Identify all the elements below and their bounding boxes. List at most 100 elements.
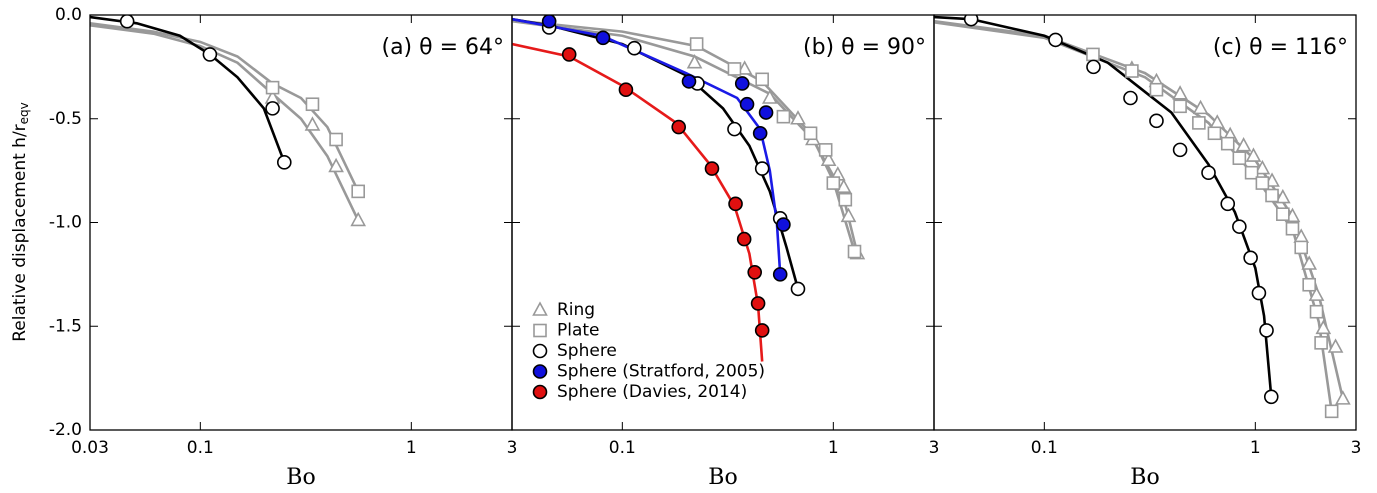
- plot-area: [90, 15, 367, 227]
- marker: [618, 82, 634, 97]
- marker: [1335, 390, 1351, 405]
- fit-line: [934, 15, 1273, 397]
- x-axis-label: Bo: [1130, 465, 1159, 490]
- marker: [790, 281, 806, 297]
- marker: [752, 125, 768, 141]
- x-tick-label: 3: [1351, 438, 1362, 458]
- marker: [1302, 277, 1316, 292]
- marker: [350, 211, 367, 227]
- x-tick-label: 1: [828, 438, 839, 458]
- marker: [1245, 147, 1262, 162]
- legend-marker: [532, 384, 548, 400]
- marker: [1276, 207, 1290, 221]
- marker: [826, 176, 841, 190]
- marker: [790, 110, 806, 125]
- marker: [755, 72, 769, 87]
- marker: [1192, 116, 1206, 130]
- marker: [1243, 250, 1258, 266]
- legend-marker: [532, 301, 548, 316]
- marker: [761, 89, 778, 104]
- marker: [1201, 165, 1216, 180]
- marker: [736, 231, 752, 247]
- legend-label: Sphere (Stratford, 2005): [557, 362, 765, 382]
- marker: [1125, 64, 1139, 78]
- marker: [1232, 219, 1247, 234]
- y-tick-label: 0.0: [55, 5, 82, 25]
- marker: [689, 37, 704, 51]
- legend-label: Ring: [557, 300, 595, 320]
- marker: [840, 207, 857, 223]
- marker: [1315, 319, 1332, 335]
- marker: [1244, 165, 1259, 180]
- legend-label: Sphere: [557, 341, 617, 361]
- fit-line: [90, 15, 286, 163]
- marker: [727, 121, 742, 137]
- marker: [835, 178, 852, 194]
- marker: [561, 47, 577, 62]
- marker: [1173, 99, 1187, 114]
- y-label-text: Relative displacement h/r: [10, 124, 30, 341]
- x-tick-label: 0.1: [1031, 438, 1058, 458]
- marker: [265, 101, 280, 116]
- marker: [1086, 47, 1100, 62]
- plot-area: [934, 15, 1351, 419]
- marker: [1086, 59, 1101, 75]
- marker: [739, 96, 755, 112]
- marker: [1123, 90, 1138, 106]
- x-tick-label: 0.1: [187, 438, 214, 458]
- marker: [747, 264, 763, 280]
- marker: [1285, 221, 1300, 236]
- marker: [541, 15, 557, 29]
- x-tick-label: 1: [1250, 438, 1261, 458]
- marker: [1192, 99, 1209, 115]
- y-tick-label: -1.0: [49, 213, 82, 233]
- marker: [1149, 82, 1164, 97]
- legend-marker: [533, 323, 547, 338]
- marker: [1232, 151, 1247, 165]
- marker: [758, 105, 774, 120]
- marker: [276, 155, 292, 170]
- marker: [328, 157, 344, 173]
- marker: [803, 126, 818, 141]
- marker: [1259, 323, 1274, 338]
- marker: [1308, 286, 1325, 301]
- legend-marker: [532, 343, 548, 359]
- marker: [1235, 137, 1252, 152]
- marker: [754, 323, 770, 338]
- marker: [265, 80, 280, 95]
- marker: [776, 217, 791, 232]
- marker: [728, 196, 743, 212]
- marker: [776, 109, 791, 124]
- x-tick-label: 3: [507, 438, 518, 458]
- panel-title: (a) θ = 64°: [381, 35, 504, 60]
- marker: [351, 184, 365, 199]
- panel-title: (c) θ = 116°: [1213, 35, 1348, 60]
- marker: [704, 161, 720, 176]
- marker: [671, 119, 687, 135]
- marker: [1324, 404, 1339, 419]
- x-tick-label: 0.1: [609, 438, 636, 458]
- marker: [754, 161, 770, 176]
- marker: [1220, 196, 1236, 212]
- marker: [734, 76, 750, 91]
- x-tick-label: 1: [406, 438, 417, 458]
- marker: [595, 30, 611, 46]
- marker: [119, 15, 135, 29]
- fit-line: [90, 24, 360, 221]
- marker: [1265, 188, 1279, 203]
- legend-marker: [532, 364, 548, 379]
- marker: [963, 15, 979, 27]
- x-axis-label: Bo: [708, 465, 737, 490]
- marker: [1314, 336, 1328, 350]
- marker: [1327, 338, 1344, 353]
- y-tick-label: -2.0: [49, 420, 82, 440]
- panel-frame: [933, 14, 1357, 431]
- plot-area: [512, 15, 866, 362]
- marker: [736, 60, 753, 75]
- marker: [1309, 304, 1324, 319]
- marker: [1274, 188, 1291, 204]
- marker: [1255, 176, 1270, 190]
- y-axis-label: Relative displacement h/reqv: [10, 102, 31, 342]
- marker: [1048, 32, 1063, 48]
